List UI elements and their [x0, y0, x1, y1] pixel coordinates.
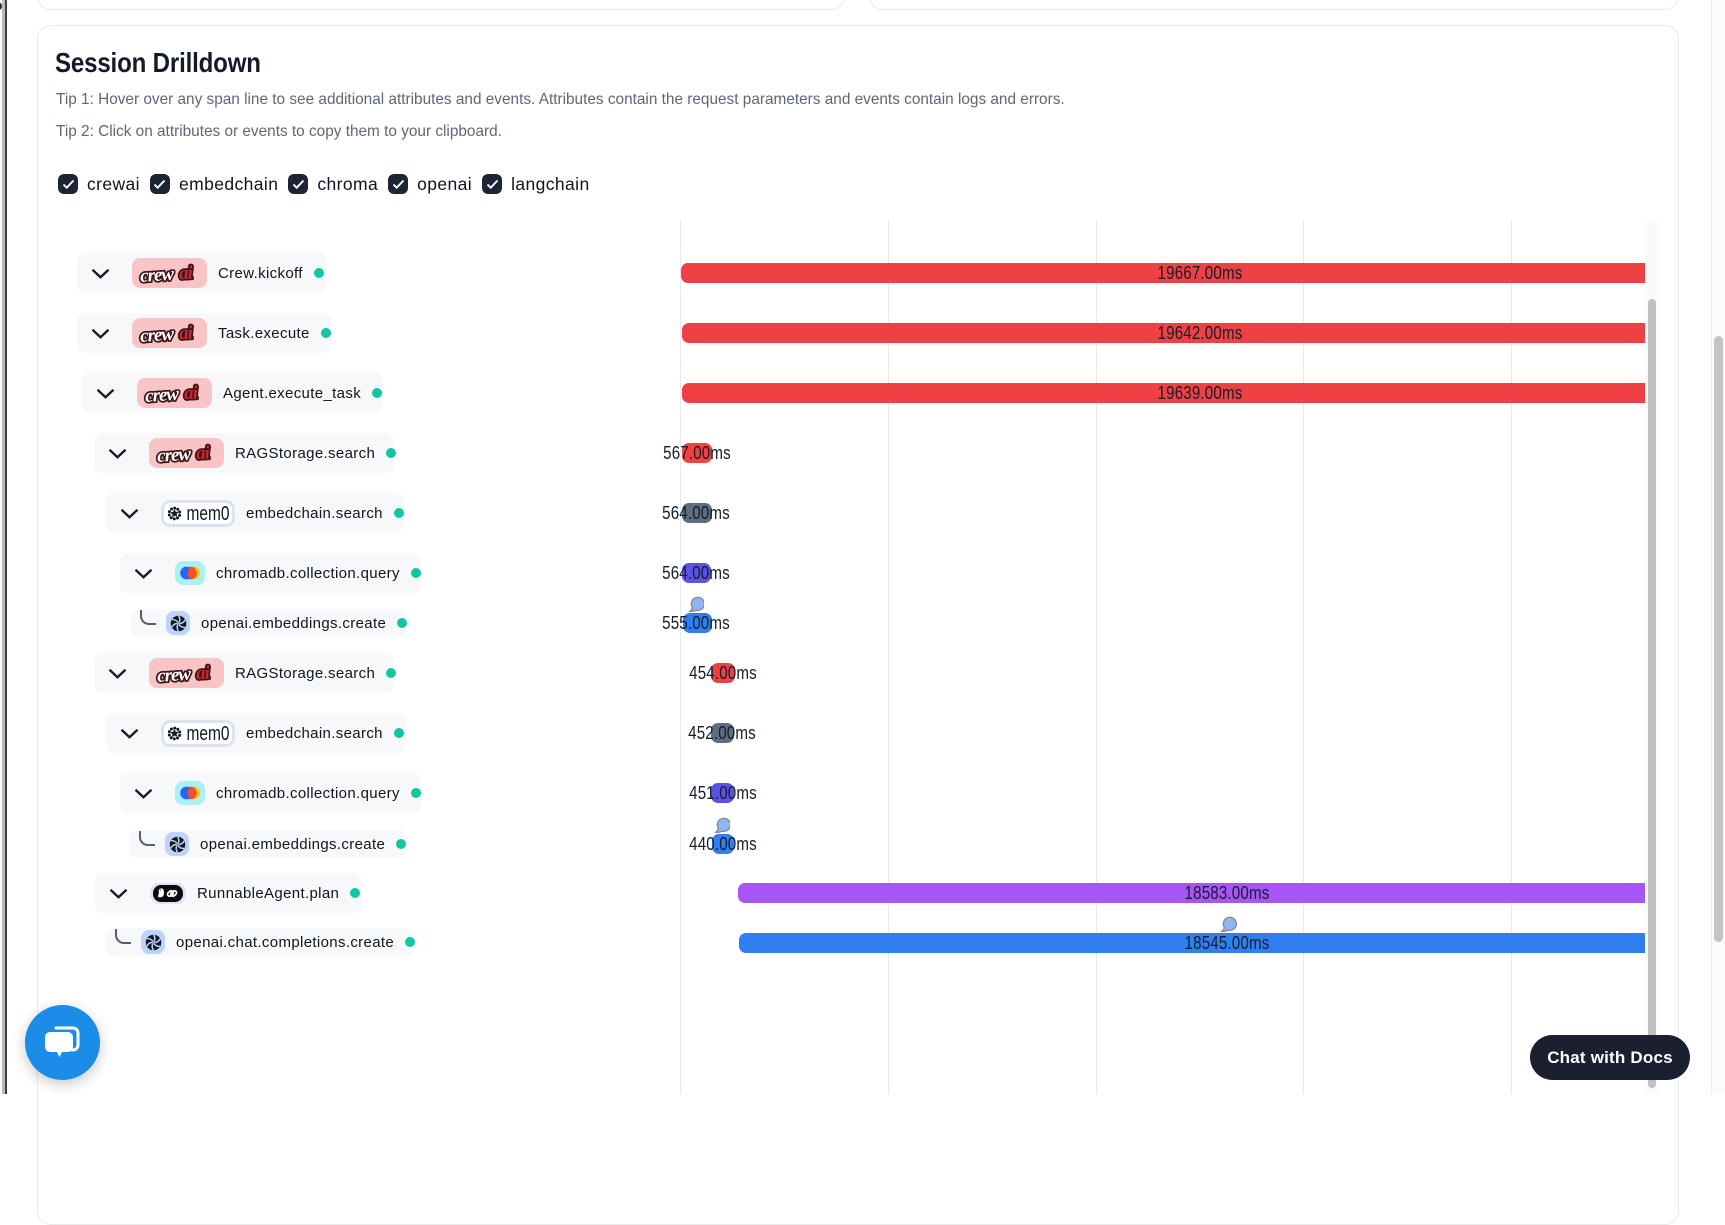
svg-text:ai: ai — [178, 262, 194, 284]
svg-text:crew: crew — [144, 384, 180, 407]
svg-text:ai: ai — [195, 662, 211, 684]
svg-text:crew: crew — [156, 664, 192, 687]
svg-text:ai: ai — [183, 382, 199, 404]
svg-text:ai: ai — [195, 442, 211, 464]
svg-text:mem0: mem0 — [187, 723, 230, 744]
svg-text:crew: crew — [139, 324, 175, 347]
svg-text:ai: ai — [178, 322, 194, 344]
svg-text:mem0: mem0 — [187, 503, 230, 524]
svg-text:crew: crew — [139, 264, 175, 287]
svg-text:crew: crew — [156, 444, 192, 467]
